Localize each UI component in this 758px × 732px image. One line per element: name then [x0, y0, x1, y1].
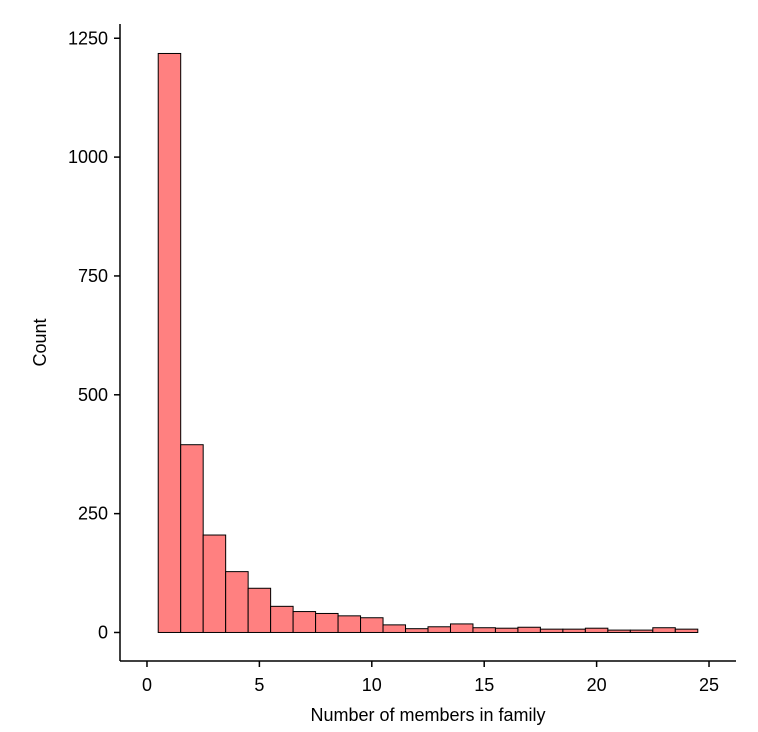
- histogram-bar-17: [517, 626, 541, 633]
- histogram-bar-4: [225, 571, 249, 633]
- y-axis-ticks: 0 250 500 750 1000 1250: [68, 28, 120, 642]
- histogram-bar-14: [449, 623, 474, 633]
- histogram-bar-3: [202, 534, 227, 633]
- bars-group: [157, 52, 699, 633]
- y-tick-label: 500: [78, 385, 108, 405]
- histogram-bar-1: [157, 52, 182, 633]
- histogram-bar-2: [180, 444, 204, 633]
- histogram-bar-19: [562, 628, 586, 633]
- histogram-bar-13: [427, 626, 451, 633]
- histogram-bar-21: [607, 629, 631, 633]
- histogram-bar-16: [494, 627, 519, 633]
- histogram-bar-9: [337, 615, 362, 633]
- y-tick-label: 0: [98, 622, 108, 642]
- x-tick-label: 10: [362, 675, 382, 695]
- histogram-bar-10: [360, 617, 384, 633]
- y-axis-title: Count: [30, 318, 50, 366]
- histogram-bar-5: [247, 587, 272, 633]
- histogram-bar-22: [629, 629, 654, 633]
- histogram-bar-12: [405, 628, 429, 633]
- histogram-bar-18: [539, 628, 564, 633]
- histogram-bar-6: [270, 605, 294, 633]
- y-tick-label: 750: [78, 266, 108, 286]
- x-tick-label: 5: [254, 675, 264, 695]
- histogram-bar-24: [674, 628, 699, 633]
- histogram-bar-11: [382, 624, 407, 633]
- x-axis-ticks: 0 5 10 15 20 25: [142, 661, 719, 695]
- x-axis-title: Number of members in family: [310, 705, 545, 725]
- histogram-bar-20: [584, 627, 609, 633]
- x-tick-label: 15: [474, 675, 494, 695]
- histogram-bar-23: [652, 627, 676, 633]
- x-tick-label: 0: [142, 675, 152, 695]
- y-tick-label: 1250: [68, 28, 108, 48]
- y-tick-label: 1000: [68, 147, 108, 167]
- histogram-bar-15: [472, 627, 496, 633]
- histogram-bar-8: [315, 612, 339, 633]
- x-tick-label: 20: [587, 675, 607, 695]
- x-tick-label: 25: [699, 675, 719, 695]
- y-tick-label: 250: [78, 504, 108, 524]
- histogram-bar-7: [292, 611, 317, 633]
